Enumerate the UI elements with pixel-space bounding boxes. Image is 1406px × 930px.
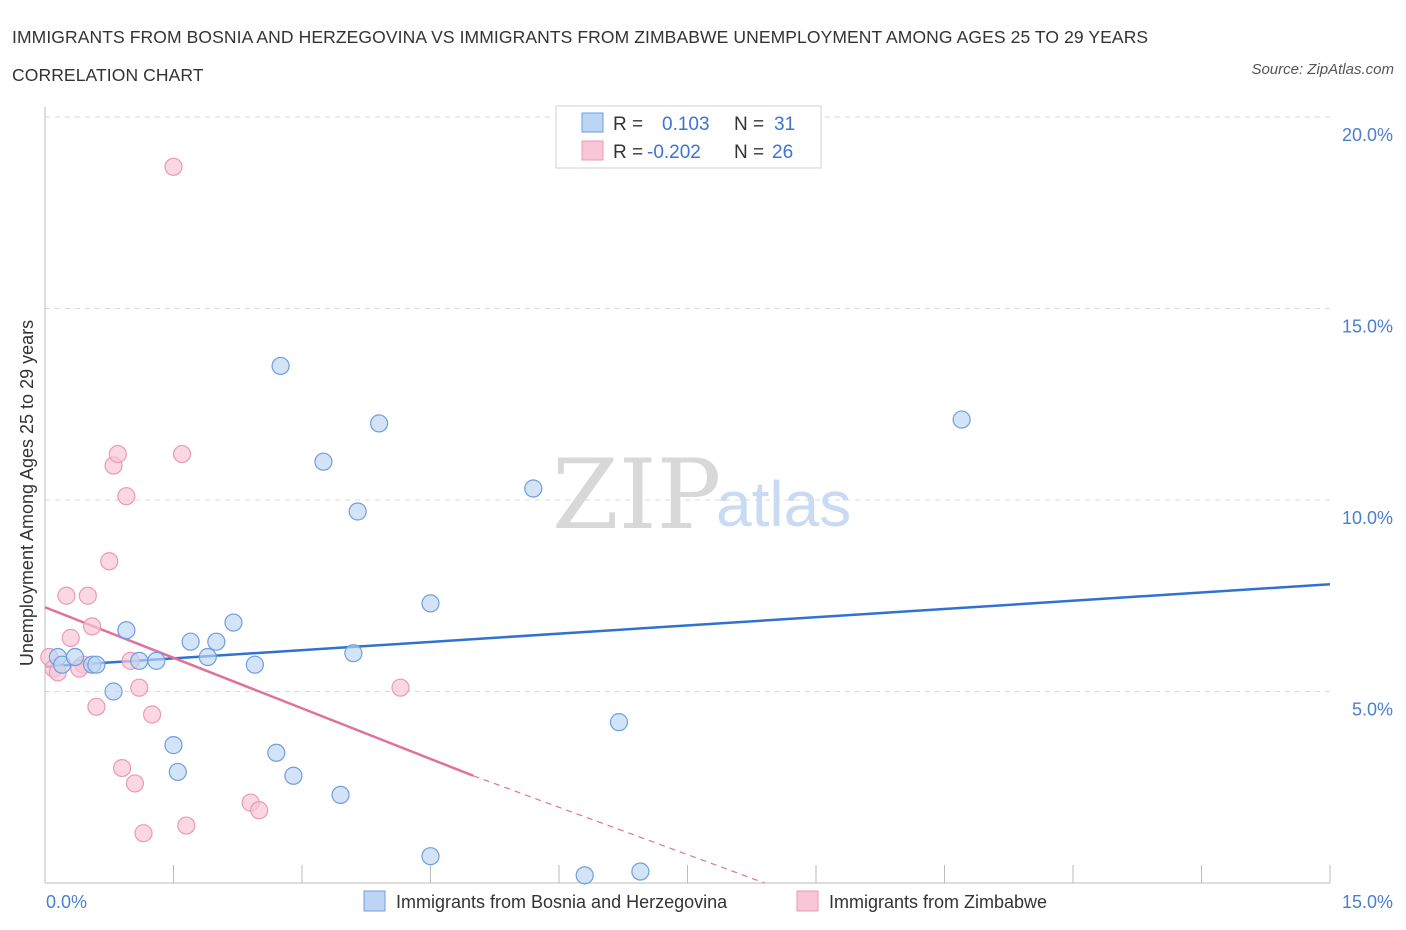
y-axis-label: Unemployment Among Ages 25 to 29 years bbox=[17, 320, 37, 666]
legend-n-value-pink: 26 bbox=[772, 142, 793, 163]
point-bosnia bbox=[267, 743, 286, 762]
point-zimbabwe bbox=[130, 678, 149, 697]
point-zimbabwe bbox=[250, 801, 269, 820]
point-zimbabwe bbox=[78, 586, 97, 605]
legend-n-label-blue: N = bbox=[734, 114, 764, 135]
point-zimbabwe bbox=[172, 444, 192, 464]
stats-legend: R = 0.103 N = 31 R = -0.202 N = 26 bbox=[555, 105, 822, 169]
legend-n-value-blue: 31 bbox=[774, 114, 795, 135]
point-zimbabwe bbox=[112, 758, 132, 778]
point-bosnia bbox=[168, 762, 187, 782]
y-tick-label: 15.0% bbox=[1342, 317, 1393, 337]
x-tick-label-max: 15.0% bbox=[1342, 892, 1393, 912]
trend-line-zimbabwe bbox=[44, 606, 474, 777]
legend-swatch-blue bbox=[581, 112, 604, 133]
point-bosnia bbox=[314, 452, 333, 471]
point-bosnia bbox=[207, 632, 226, 651]
point-zimbabwe bbox=[83, 617, 102, 636]
axes-layer bbox=[44, 107, 1331, 884]
series-legend: Immigrants from Bosnia and Herzegovina I… bbox=[363, 890, 1047, 912]
point-bosnia bbox=[271, 356, 290, 376]
point-bosnia bbox=[164, 736, 183, 755]
point-bosnia bbox=[198, 647, 217, 667]
point-bosnia bbox=[65, 647, 85, 667]
point-zimbabwe bbox=[134, 824, 153, 843]
point-bosnia bbox=[104, 682, 123, 701]
x-tick-labels: 0.0% 15.0% bbox=[46, 892, 1393, 912]
chart-source: Source: ZipAtlas.com bbox=[1251, 61, 1394, 78]
point-bosnia bbox=[524, 479, 543, 498]
series-legend-swatch-pink bbox=[796, 890, 819, 912]
point-bosnia bbox=[609, 713, 629, 732]
trend-line-bosnia bbox=[44, 583, 1331, 668]
point-bosnia bbox=[130, 651, 149, 670]
series-legend-swatch-blue bbox=[363, 890, 386, 912]
trend-line-zimbabwe-extension bbox=[473, 775, 765, 884]
legend-n-label-pink: N = bbox=[734, 142, 764, 163]
y-tick-label: 20.0% bbox=[1342, 125, 1393, 145]
y-tick-labels: 5.0% 10.0% 15.0% 20.0% bbox=[1342, 125, 1393, 720]
point-zimbabwe bbox=[164, 157, 183, 176]
point-bosnia bbox=[245, 655, 264, 674]
legend-r-label-pink: R = bbox=[613, 142, 643, 163]
point-zimbabwe bbox=[108, 444, 127, 464]
point-zimbabwe bbox=[142, 705, 162, 724]
watermark: ZIP atlas bbox=[552, 439, 851, 551]
point-zimbabwe bbox=[125, 774, 145, 793]
point-zimbabwe bbox=[177, 816, 196, 835]
points-layer bbox=[40, 157, 971, 885]
point-bosnia bbox=[575, 866, 594, 885]
trend-layer bbox=[44, 583, 1331, 884]
point-zimbabwe bbox=[100, 552, 119, 571]
point-bosnia bbox=[952, 410, 971, 429]
point-zimbabwe bbox=[57, 586, 76, 605]
watermark-zip: ZIP bbox=[552, 439, 721, 551]
point-zimbabwe bbox=[117, 487, 136, 506]
legend-r-value-blue: 0.103 bbox=[662, 114, 710, 135]
point-zimbabwe bbox=[391, 678, 410, 697]
point-bosnia bbox=[181, 632, 200, 651]
series-legend-label-blue: Immigrants from Bosnia and Herzegovina bbox=[396, 892, 728, 912]
point-bosnia bbox=[87, 655, 106, 674]
legend-swatch-pink bbox=[581, 140, 604, 161]
point-bosnia bbox=[284, 766, 303, 785]
point-bosnia bbox=[421, 594, 440, 613]
y-tick-label: 10.0% bbox=[1342, 508, 1393, 528]
series-legend-label-pink: Immigrants from Zimbabwe bbox=[829, 892, 1047, 912]
legend-r-value-pink: -0.202 bbox=[647, 142, 701, 163]
point-bosnia bbox=[348, 502, 367, 521]
point-bosnia bbox=[117, 621, 136, 640]
legend-r-label-blue: R = bbox=[613, 114, 643, 135]
point-bosnia bbox=[331, 785, 350, 805]
chart-title: IMMIGRANTS FROM BOSNIA AND HERZEGOVINA V… bbox=[12, 27, 1149, 85]
point-bosnia bbox=[421, 847, 440, 866]
point-bosnia bbox=[147, 651, 166, 670]
point-bosnia bbox=[631, 862, 650, 881]
point-bosnia bbox=[224, 613, 243, 632]
x-tick-label-min: 0.0% bbox=[46, 892, 87, 912]
watermark-atlas: atlas bbox=[716, 468, 851, 540]
y-tick-label: 5.0% bbox=[1352, 700, 1393, 720]
point-zimbabwe bbox=[61, 628, 80, 647]
grid-layer bbox=[45, 116, 1330, 692]
point-zimbabwe bbox=[87, 697, 106, 716]
point-bosnia bbox=[370, 414, 389, 433]
point-bosnia bbox=[344, 644, 363, 663]
